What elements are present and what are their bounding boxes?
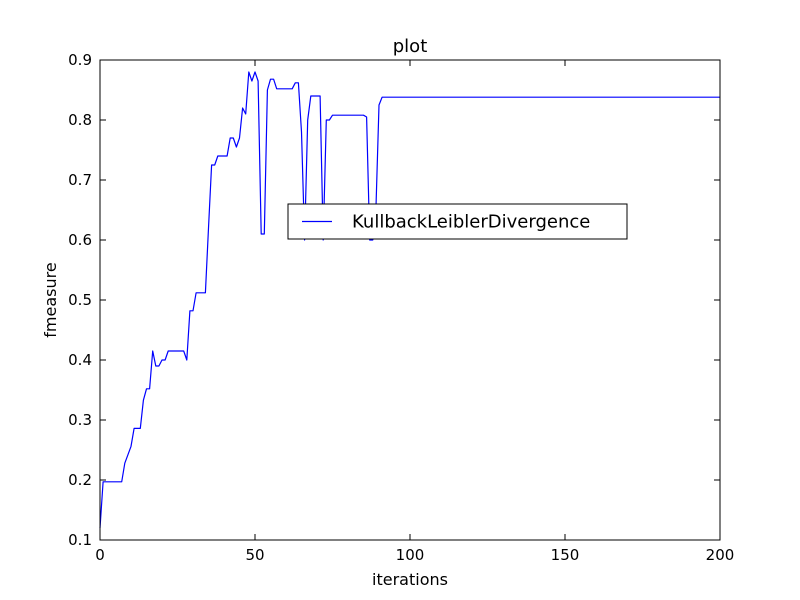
y-axis: 0.1 0.2 0.3 0.4 0.5 0.6 0.7 0.8 0.9 bbox=[68, 51, 720, 549]
series-line-0 bbox=[99, 71, 720, 529]
x-axis-label: iterations bbox=[372, 570, 448, 589]
y-tick-label: 0.2 bbox=[68, 471, 92, 489]
chart-title: plot bbox=[393, 36, 428, 57]
y-tick-label: 0.1 bbox=[68, 531, 92, 549]
y-axis-label: fmeasure bbox=[41, 262, 60, 337]
y-tick-label: 0.4 bbox=[68, 351, 92, 369]
x-tick-label: 0 bbox=[95, 546, 105, 564]
y-tick-label: 0.8 bbox=[68, 111, 92, 129]
y-tick-label: 0.6 bbox=[68, 231, 92, 249]
x-tick-label: 50 bbox=[245, 546, 264, 564]
legend-label: KullbackLeiblerDivergence bbox=[352, 212, 590, 233]
x-tick-label: 150 bbox=[551, 546, 580, 564]
y-tick-label: 0.7 bbox=[68, 171, 92, 189]
legend-box bbox=[287, 203, 628, 240]
x-axis: 0 50 100 150 200 bbox=[95, 60, 734, 564]
y-tick-label: 0.5 bbox=[68, 291, 92, 309]
x-tick-label: 200 bbox=[706, 546, 735, 564]
y-tick-label: 0.9 bbox=[68, 51, 92, 69]
legend: KullbackLeiblerDivergence bbox=[287, 203, 628, 240]
y-tick-label: 0.3 bbox=[68, 411, 92, 429]
x-tick-label: 100 bbox=[396, 546, 425, 564]
